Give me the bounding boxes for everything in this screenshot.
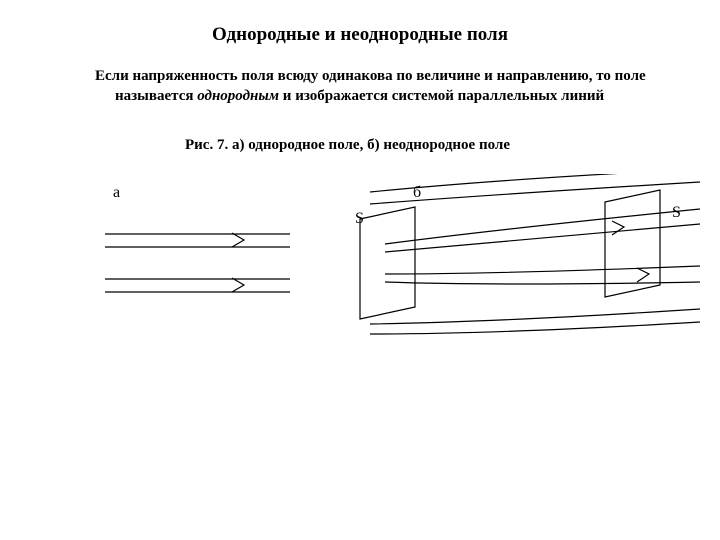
page-title: Однородные и неоднородные поля	[0, 0, 720, 46]
desc-italic: однородным	[197, 88, 279, 104]
desc-part2: и изображается системой параллельных лин…	[279, 88, 604, 104]
figure-caption: Рис. 7. а) однородное поле, б) неоднород…	[0, 107, 720, 154]
description-text: Если напряженность поля всюду одинакова …	[20, 46, 720, 107]
diagram-container: а б S S	[0, 174, 720, 434]
field-diagram-svg	[0, 174, 720, 434]
